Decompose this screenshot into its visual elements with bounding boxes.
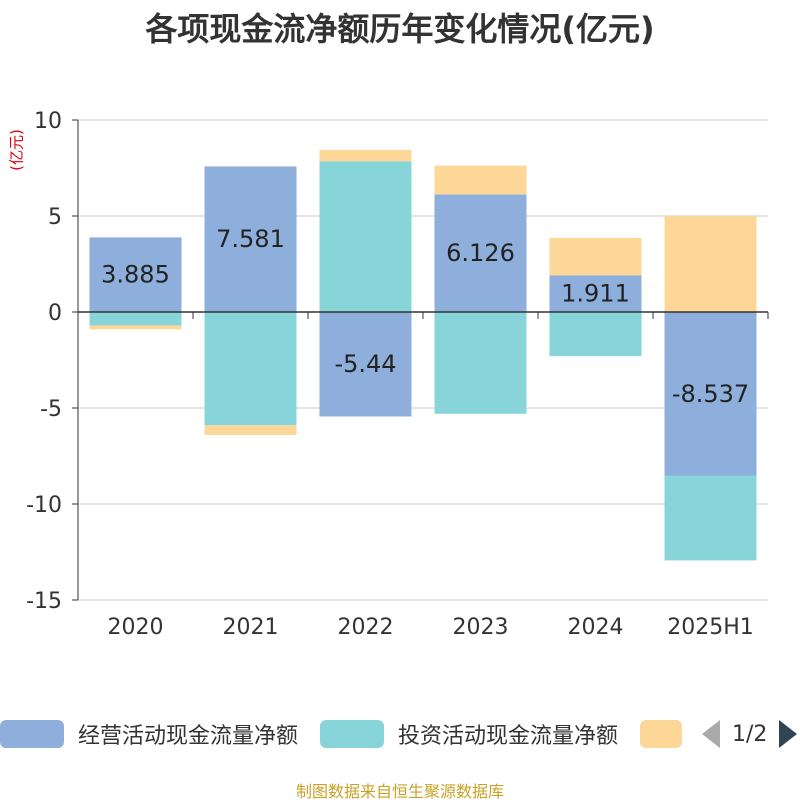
- data-label-2022: -5.44: [334, 350, 396, 378]
- y-tick-label: -15: [26, 589, 62, 614]
- bar-investing-2022: [319, 161, 412, 312]
- legend-swatch-investing: [320, 720, 384, 748]
- legend-swatch-third: [640, 720, 682, 748]
- bar-operating-2025H1: [664, 312, 757, 476]
- legend-pager: 1/2: [702, 714, 798, 754]
- x-tick-label-2020: 2020: [108, 615, 164, 640]
- bar-operating-2023: [434, 194, 527, 312]
- bar-third-2020: [89, 325, 182, 330]
- y-tick-label: 5: [48, 205, 62, 230]
- y-tick-label: -10: [26, 493, 62, 518]
- data-label-2024: 1.911: [561, 280, 630, 308]
- data-label-2023: 6.126: [446, 239, 515, 267]
- x-tick-label-2022: 2022: [338, 615, 394, 640]
- data-label-2021: 7.581: [216, 225, 285, 253]
- legend: 经营活动现金流量净额 投资活动现金流量净额 1/2: [0, 714, 800, 754]
- source-note: 制图数据来自恒生聚源数据库: [295, 782, 504, 801]
- bar-third-2022: [319, 149, 412, 162]
- y-tick-label: 10: [34, 109, 62, 134]
- bar-operating-2024: [549, 275, 642, 312]
- bar-investing-2021: [204, 312, 297, 426]
- bar-investing-2020: [89, 312, 182, 326]
- legend-page-info: 1/2: [732, 721, 768, 747]
- bar-third-2023: [434, 165, 527, 195]
- bar-third-2021: [204, 425, 297, 435]
- legend-label-operating: 经营活动现金流量净额: [78, 724, 299, 749]
- legend-prev-icon[interactable]: [702, 720, 720, 748]
- y-tick-label: 0: [48, 301, 62, 326]
- bar-operating-2022: [319, 312, 412, 417]
- legend-item-third[interactable]: [640, 714, 682, 754]
- data-label-2025H1: -8.537: [672, 380, 749, 408]
- bar-investing-2023: [434, 312, 527, 414]
- legend-item-operating[interactable]: 经营活动现金流量净额: [0, 714, 298, 754]
- legend-label-investing: 投资活动现金流量净额: [398, 724, 619, 749]
- legend-next-icon[interactable]: [779, 720, 798, 748]
- x-tick-label-2024: 2024: [568, 615, 624, 640]
- bar-investing-2024: [549, 312, 642, 357]
- legend-swatch-operating: [0, 720, 64, 748]
- bar-operating-2020: [89, 237, 182, 312]
- x-tick-label-2021: 2021: [223, 615, 279, 640]
- bar-third-2025H1: [664, 216, 757, 312]
- bar-operating-2021: [204, 166, 297, 312]
- x-tick-label-2023: 2023: [453, 615, 509, 640]
- bar-investing-2025H1: [664, 475, 757, 561]
- bar-third-2024: [549, 237, 642, 276]
- x-tick-label-2025H1: 2025H1: [667, 615, 754, 640]
- chart-title: 各项现金流净额历年变化情况(亿元): [145, 10, 655, 48]
- data-label-2020: 3.885: [101, 261, 170, 289]
- legend-item-investing[interactable]: 投资活动现金流量净额: [320, 714, 618, 754]
- y-tick-label: -5: [40, 397, 62, 422]
